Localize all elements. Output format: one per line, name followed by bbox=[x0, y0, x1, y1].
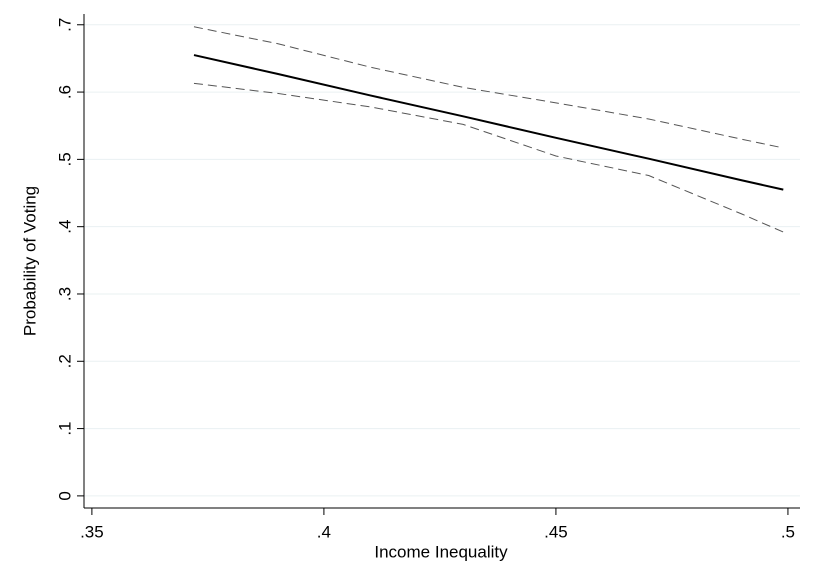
x-axis-title: Income Inequality bbox=[374, 542, 508, 561]
y-axis-title: Probability of Voting bbox=[20, 186, 39, 336]
x-tick-label: .4 bbox=[317, 522, 331, 541]
series-line bbox=[193, 54, 784, 191]
y-tick-label: 0 bbox=[55, 491, 74, 500]
y-tick-label: .5 bbox=[55, 152, 74, 166]
x-tick-label: .35 bbox=[80, 522, 104, 541]
y-tick-label: .2 bbox=[55, 354, 74, 368]
y-tick-label: .6 bbox=[55, 85, 74, 99]
x-tick-label: .5 bbox=[781, 522, 795, 541]
y-tick-label: .4 bbox=[55, 220, 74, 234]
series-line bbox=[193, 26, 784, 149]
series-line bbox=[193, 82, 784, 233]
y-tick-label: .3 bbox=[55, 287, 74, 301]
y-tick-label: .7 bbox=[55, 18, 74, 32]
y-tick-label: .1 bbox=[55, 421, 74, 435]
x-tick-label: .45 bbox=[544, 522, 568, 541]
